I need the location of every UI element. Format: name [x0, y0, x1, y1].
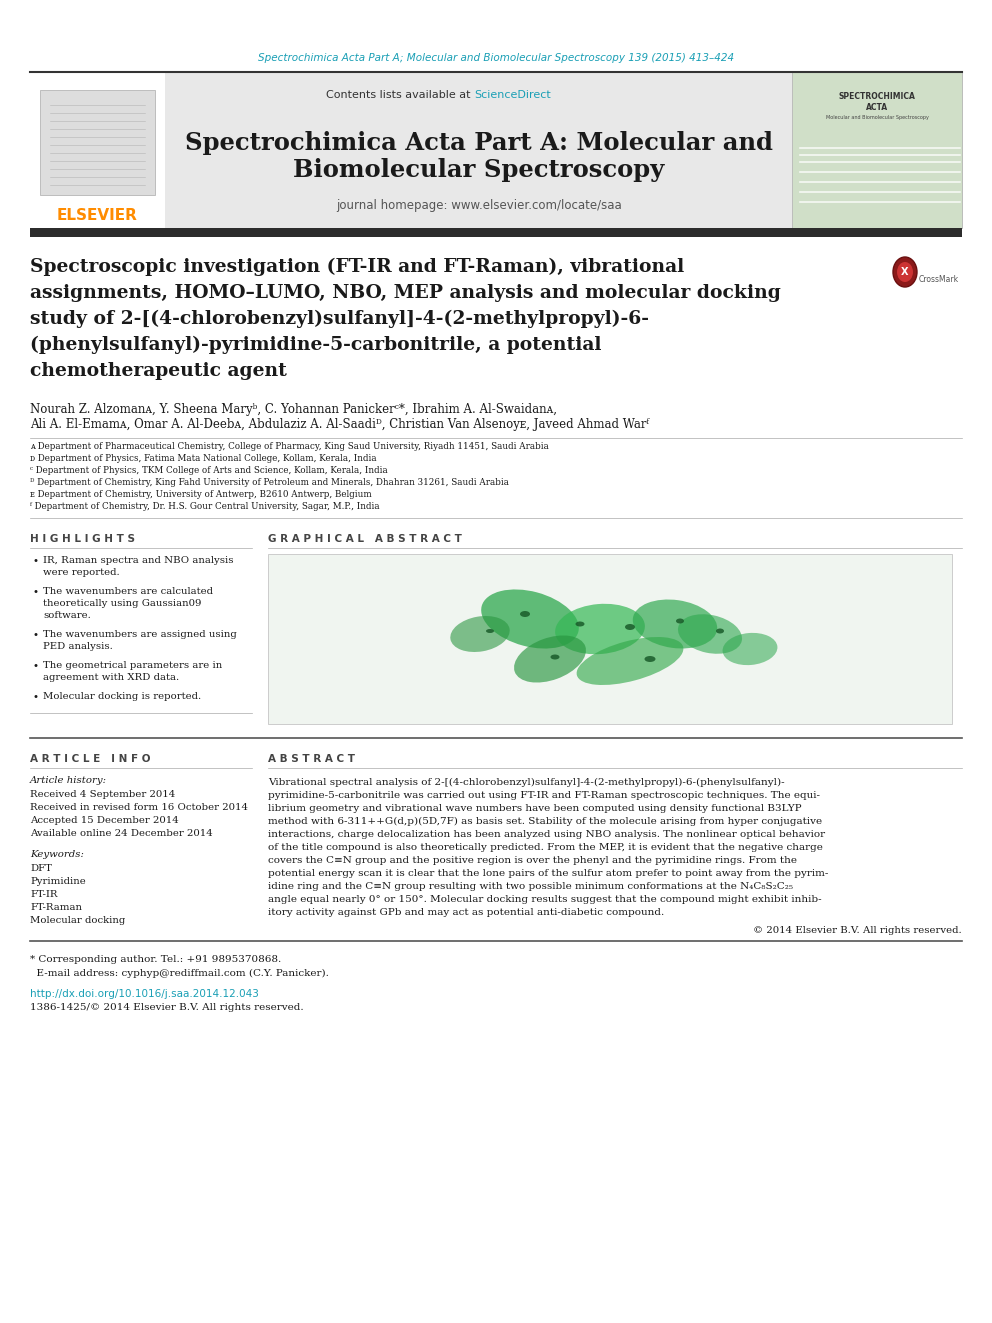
- Text: Molecular docking: Molecular docking: [30, 916, 125, 925]
- Text: Keywords:: Keywords:: [30, 849, 84, 859]
- Bar: [165, 71, 792, 228]
- Ellipse shape: [481, 590, 578, 648]
- Text: librium geometry and vibrational wave numbers have been computed using density f: librium geometry and vibrational wave nu…: [268, 804, 802, 814]
- Text: X: X: [902, 267, 909, 277]
- Ellipse shape: [486, 628, 494, 632]
- Text: ᴇ Department of Chemistry, University of Antwerp, B2610 Antwerp, Belgium: ᴇ Department of Chemistry, University of…: [30, 490, 372, 499]
- Text: CrossMark: CrossMark: [919, 275, 959, 284]
- Ellipse shape: [575, 622, 584, 627]
- Ellipse shape: [676, 618, 684, 623]
- Text: ScienceDirect: ScienceDirect: [474, 90, 551, 101]
- Text: http://dx.doi.org/10.1016/j.saa.2014.12.043: http://dx.doi.org/10.1016/j.saa.2014.12.…: [30, 990, 259, 999]
- Text: •: •: [33, 692, 39, 703]
- Text: Pyrimidine: Pyrimidine: [30, 877, 85, 886]
- Text: * Corresponding author. Tel.: +91 9895370868.: * Corresponding author. Tel.: +91 989537…: [30, 955, 282, 964]
- Text: Nourah Z. Alzomanᴀ, Y. Sheena Maryᵇ, C. Yohannan Panickerᶜ*, Ibrahim A. Al-Swaid: Nourah Z. Alzomanᴀ, Y. Sheena Maryᵇ, C. …: [30, 404, 557, 415]
- Bar: [792, 71, 962, 228]
- Text: Molecular and Biomolecular Spectroscopy: Molecular and Biomolecular Spectroscopy: [825, 115, 929, 120]
- Text: (phenylsulfanyl)-pyrimidine-5-carbonitrile, a potential: (phenylsulfanyl)-pyrimidine-5-carbonitri…: [30, 336, 601, 355]
- Bar: [40, 90, 155, 194]
- Text: of the title compound is also theoretically predicted. From the MEP, it is evide: of the title compound is also theoretica…: [268, 843, 823, 852]
- Text: Contents lists available at: Contents lists available at: [326, 90, 474, 101]
- Text: theoretically using Gaussian09: theoretically using Gaussian09: [43, 599, 201, 609]
- Text: ᴰ Department of Chemistry, King Fahd University of Petroleum and Minerals, Dhahr: ᴰ Department of Chemistry, King Fahd Uni…: [30, 478, 509, 487]
- Ellipse shape: [633, 599, 717, 648]
- Text: © 2014 Elsevier B.V. All rights reserved.: © 2014 Elsevier B.V. All rights reserved…: [753, 926, 962, 935]
- Text: chemotherapeutic agent: chemotherapeutic agent: [30, 363, 287, 380]
- Text: The geometrical parameters are in: The geometrical parameters are in: [43, 662, 222, 669]
- Text: were reported.: were reported.: [43, 568, 120, 577]
- Text: software.: software.: [43, 611, 91, 620]
- Text: •: •: [33, 662, 39, 671]
- Ellipse shape: [897, 262, 913, 282]
- Text: PED analysis.: PED analysis.: [43, 642, 113, 651]
- Text: pyrimidine-5-carbonitrile was carried out using FT-IR and FT-Raman spectroscopic: pyrimidine-5-carbonitrile was carried ou…: [268, 791, 820, 800]
- Text: The wavenumbers are assigned using: The wavenumbers are assigned using: [43, 630, 237, 639]
- Text: Spectroscopic investigation (FT-IR and FT-Raman), vibrational: Spectroscopic investigation (FT-IR and F…: [30, 258, 684, 277]
- Ellipse shape: [556, 603, 645, 654]
- Text: G R A P H I C A L   A B S T R A C T: G R A P H I C A L A B S T R A C T: [268, 534, 462, 544]
- Text: covers the C≡N group and the positive region is over the phenyl and the pyrimidi: covers the C≡N group and the positive re…: [268, 856, 797, 865]
- Text: Available online 24 December 2014: Available online 24 December 2014: [30, 830, 212, 837]
- Text: potential energy scan it is clear that the lone pairs of the sulfur atom prefer : potential energy scan it is clear that t…: [268, 869, 828, 878]
- Text: study of 2-[(4-chlorobenzyl)sulfanyl]-4-(2-methylpropyl)-6-: study of 2-[(4-chlorobenzyl)sulfanyl]-4-…: [30, 310, 649, 328]
- Bar: [268, 554, 952, 724]
- Text: interactions, charge delocalization has been analyzed using NBO analysis. The no: interactions, charge delocalization has …: [268, 830, 825, 839]
- Text: H I G H L I G H T S: H I G H L I G H T S: [30, 534, 135, 544]
- Ellipse shape: [450, 617, 510, 652]
- Ellipse shape: [678, 614, 742, 654]
- Text: Received 4 September 2014: Received 4 September 2014: [30, 790, 176, 799]
- Text: DFT: DFT: [30, 864, 52, 873]
- Text: IR, Raman spectra and NBO analysis: IR, Raman spectra and NBO analysis: [43, 556, 233, 565]
- Text: •: •: [33, 587, 39, 597]
- Bar: [30, 71, 165, 228]
- Text: The wavenumbers are calculated: The wavenumbers are calculated: [43, 587, 213, 595]
- Text: 1386-1425/© 2014 Elsevier B.V. All rights reserved.: 1386-1425/© 2014 Elsevier B.V. All right…: [30, 1003, 304, 1012]
- Text: ᶠ Department of Chemistry, Dr. H.S. Gour Central University, Sagar, M.P., India: ᶠ Department of Chemistry, Dr. H.S. Gour…: [30, 501, 380, 511]
- Text: itory activity against GPb and may act as potential anti-diabetic compound.: itory activity against GPb and may act a…: [268, 908, 665, 917]
- Ellipse shape: [576, 636, 683, 685]
- Ellipse shape: [514, 635, 586, 683]
- Text: ELSEVIER: ELSEVIER: [57, 208, 138, 222]
- Text: E-mail address: cyphyp@rediffmail.com (C.Y. Panicker).: E-mail address: cyphyp@rediffmail.com (C…: [30, 968, 329, 978]
- Text: FT-Raman: FT-Raman: [30, 904, 82, 912]
- Text: Spectrochimica Acta Part A; Molecular and Biomolecular Spectroscopy 139 (2015) 4: Spectrochimica Acta Part A; Molecular an…: [258, 53, 734, 64]
- Ellipse shape: [716, 628, 724, 634]
- Ellipse shape: [893, 257, 917, 287]
- Text: ᴀ Department of Pharmaceutical Chemistry, College of Pharmacy, King Saud Univers: ᴀ Department of Pharmaceutical Chemistry…: [30, 442, 549, 451]
- Text: Vibrational spectral analysis of 2-[(4-chlorobenzyl)sulfanyl]-4-(2-methylpropyl): Vibrational spectral analysis of 2-[(4-c…: [268, 778, 785, 787]
- Text: journal homepage: www.elsevier.com/locate/saa: journal homepage: www.elsevier.com/locat…: [336, 200, 622, 213]
- Text: A R T I C L E   I N F O: A R T I C L E I N F O: [30, 754, 151, 763]
- Text: Accepted 15 December 2014: Accepted 15 December 2014: [30, 816, 179, 826]
- Text: FT-IR: FT-IR: [30, 890, 58, 900]
- Text: ᶜ Department of Physics, TKM College of Arts and Science, Kollam, Kerala, India: ᶜ Department of Physics, TKM College of …: [30, 466, 388, 475]
- Text: idine ring and the C≡N group resulting with two possible minimum conformations a: idine ring and the C≡N group resulting w…: [268, 882, 793, 890]
- Text: A B S T R A C T: A B S T R A C T: [268, 754, 355, 763]
- Ellipse shape: [722, 632, 778, 665]
- Text: Ali A. El-Emamᴀ, Omar A. Al-Deebᴀ, Abdulaziz A. Al-Saadiᴰ, Christian Van Alsenoy: Ali A. El-Emamᴀ, Omar A. Al-Deebᴀ, Abdul…: [30, 418, 649, 431]
- Text: Molecular docking is reported.: Molecular docking is reported.: [43, 692, 201, 701]
- Text: SPECTROCHIMICA
ACTA: SPECTROCHIMICA ACTA: [838, 91, 916, 112]
- Text: agreement with XRD data.: agreement with XRD data.: [43, 673, 180, 681]
- Ellipse shape: [625, 624, 635, 630]
- Text: angle equal nearly 0° or 150°. Molecular docking results suggest that the compou: angle equal nearly 0° or 150°. Molecular…: [268, 894, 821, 904]
- Text: ᴅ Department of Physics, Fatima Mata National College, Kollam, Kerala, India: ᴅ Department of Physics, Fatima Mata Nat…: [30, 454, 377, 463]
- Text: •: •: [33, 556, 39, 566]
- Ellipse shape: [551, 655, 559, 659]
- Bar: [30, 228, 962, 237]
- Text: method with 6-311++G(d,p)(5D,7F) as basis set. Stability of the molecule arising: method with 6-311++G(d,p)(5D,7F) as basi…: [268, 818, 822, 826]
- Text: •: •: [33, 630, 39, 640]
- Text: Article history:: Article history:: [30, 777, 107, 785]
- Text: Received in revised form 16 October 2014: Received in revised form 16 October 2014: [30, 803, 248, 812]
- Ellipse shape: [520, 611, 530, 617]
- Text: assignments, HOMO–LUMO, NBO, MEP analysis and molecular docking: assignments, HOMO–LUMO, NBO, MEP analysi…: [30, 284, 781, 302]
- Text: Spectrochimica Acta Part A: Molecular and: Spectrochimica Acta Part A: Molecular an…: [185, 131, 773, 155]
- Ellipse shape: [645, 656, 656, 662]
- Text: Biomolecular Spectroscopy: Biomolecular Spectroscopy: [294, 157, 665, 183]
